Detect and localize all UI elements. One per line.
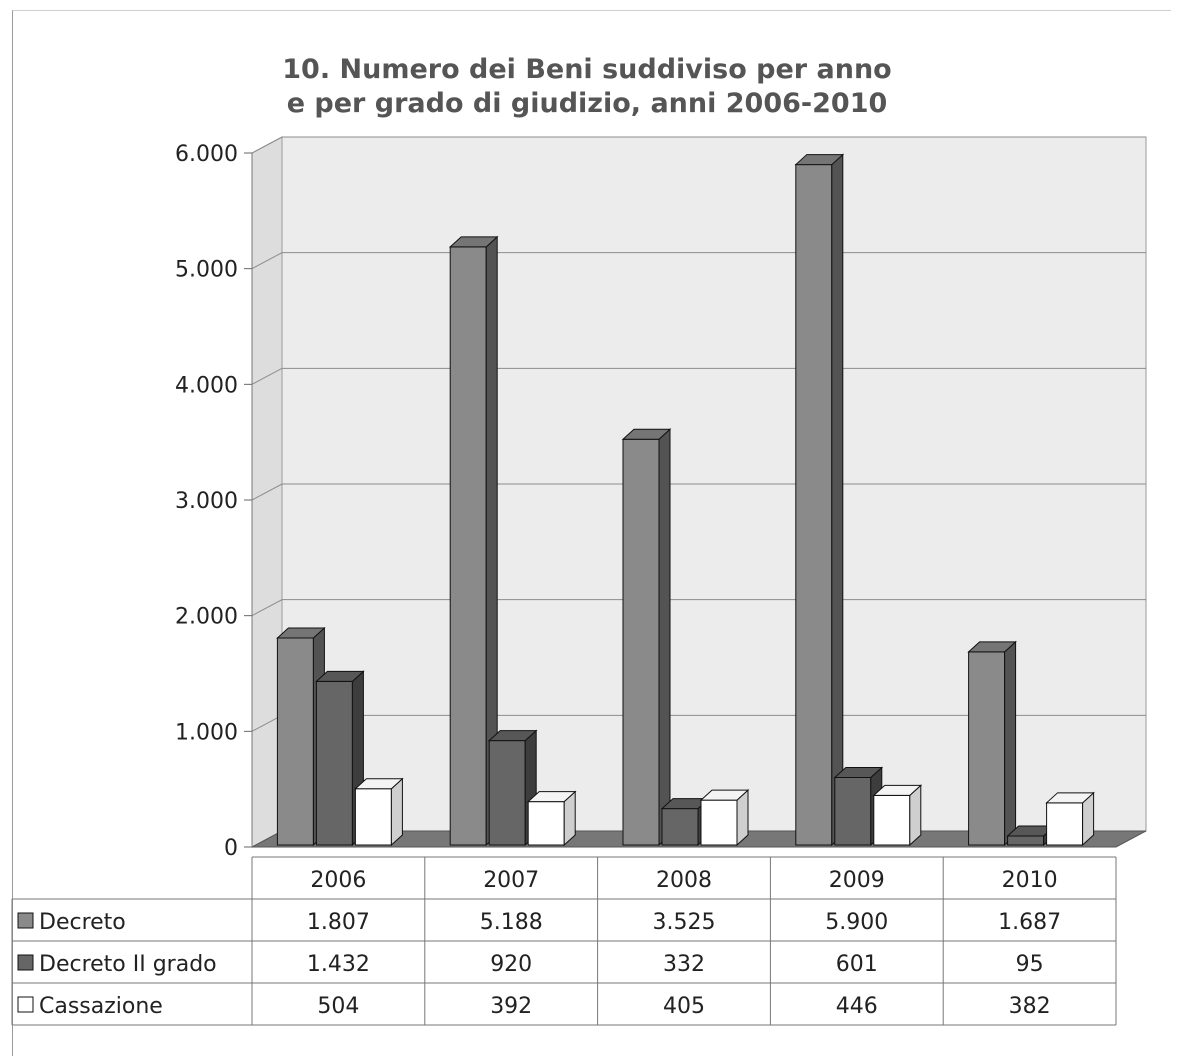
bar-2008-2	[699, 789, 750, 847]
bar-side	[390, 777, 403, 847]
bar-top	[448, 236, 499, 248]
bar-top	[276, 627, 326, 639]
chart-title: 10. Numero dei Beni suddiviso per anno e…	[282, 54, 891, 119]
bar-front	[315, 680, 353, 846]
table-cell-value: 601	[836, 952, 878, 977]
y-tick-label: 4.000	[175, 373, 238, 398]
category-label: 2008	[656, 868, 712, 893]
bar-front	[795, 164, 833, 846]
y-tick-label: 6.000	[175, 142, 238, 167]
legend-entry: Decreto II grado	[39, 952, 217, 977]
y-tick-label: 1.000	[175, 720, 238, 745]
bar-front	[527, 801, 565, 846]
y-tick-label: 5.000	[175, 258, 238, 283]
table-cell-value: 1.687	[998, 910, 1061, 935]
table-cell-value: 1.432	[307, 952, 370, 977]
legend-swatch	[17, 996, 34, 1013]
table-cell-value: 504	[317, 994, 359, 1019]
bar-2007-0	[448, 235, 499, 847]
bar-front	[276, 637, 314, 846]
table-cell-value: 405	[663, 994, 705, 1019]
y-axis: 0 1.000 2.000 3.000 4.000 5.000 6.000	[175, 142, 253, 861]
bar-top	[794, 154, 845, 166]
legend-entry: Decreto	[39, 910, 126, 935]
bar-top	[487, 730, 538, 742]
bar-side	[658, 428, 671, 847]
y-tick-label: 2.000	[175, 605, 238, 630]
table-cell-value: 332	[663, 952, 705, 977]
bar-2009-0	[794, 153, 845, 847]
legend-swatch	[17, 954, 34, 971]
bar-front	[449, 246, 487, 846]
bars	[276, 153, 1095, 847]
bar-front	[834, 776, 872, 846]
table-cell-value: 3.525	[653, 910, 716, 935]
bar-top	[621, 428, 672, 440]
bar-side	[1004, 640, 1017, 847]
bar-front	[700, 799, 738, 846]
grid-line	[251, 599, 1146, 617]
category-label: 2010	[1002, 868, 1058, 893]
category-label: 2009	[829, 868, 885, 893]
table-cell-value: 5.900	[825, 910, 888, 935]
bar-side	[831, 153, 844, 847]
bar-front	[488, 740, 526, 846]
grid-line	[251, 136, 1146, 154]
chart-frame	[12, 10, 1171, 1056]
table-cell-value: 95	[1016, 952, 1044, 977]
bar-2006-2	[354, 777, 404, 847]
bar-front	[873, 794, 911, 846]
bar-top	[872, 784, 923, 796]
bar-2008-0	[621, 428, 672, 847]
bar-2007-2	[526, 790, 577, 847]
table-cell-value: 920	[490, 952, 532, 977]
bar-2010-0	[967, 640, 1017, 847]
y-tick-label: 3.000	[175, 489, 238, 514]
bar-2009-2	[872, 784, 923, 847]
category-label: 2006	[310, 868, 366, 893]
bar-top	[526, 791, 577, 803]
chart-title-line1: 10. Numero dei Beni suddiviso per anno	[282, 54, 891, 85]
bar-top	[833, 766, 884, 778]
bar-front	[968, 651, 1006, 846]
grid-line	[251, 367, 1146, 385]
bar-2009-1	[833, 766, 884, 847]
data-table: 2006 2007 2008 2009 2010 Decreto 1.807 5.188 3.5…	[11, 856, 1117, 1026]
y-tick-label: 0	[224, 836, 238, 861]
bar-top	[315, 670, 365, 682]
bar-front	[354, 788, 392, 846]
category-label: 2007	[483, 868, 539, 893]
bar-top	[967, 641, 1017, 653]
bar-top	[1045, 792, 1095, 804]
bar-top	[354, 778, 404, 790]
bar-front	[622, 438, 660, 846]
bar-top	[699, 789, 750, 801]
grid-line	[251, 252, 1146, 270]
legend-swatch	[17, 912, 34, 929]
chart-subtitle: e per grado di giudizio, anni 2006-2010	[287, 88, 888, 119]
legend-entry: Cassazione	[39, 994, 163, 1019]
table-cell-value: 446	[836, 994, 878, 1019]
bar-front	[1046, 802, 1084, 846]
bar-2010-2	[1045, 791, 1095, 847]
table-cell-value: 5.188	[480, 910, 543, 935]
table-cell-value: 1.807	[307, 910, 370, 935]
table-cell-value: 382	[1009, 994, 1051, 1019]
grid-line	[251, 483, 1146, 501]
bar-front	[1007, 835, 1045, 846]
bar-front	[661, 808, 699, 846]
grid-lines	[251, 136, 1146, 732]
table-cell-value: 392	[490, 994, 532, 1019]
